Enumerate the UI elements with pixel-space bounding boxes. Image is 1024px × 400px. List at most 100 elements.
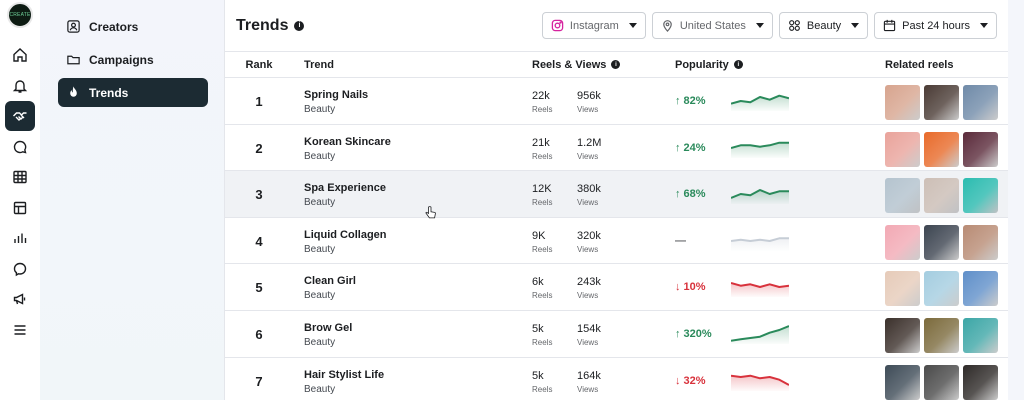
popularity-change: — [675,234,686,247]
sparkline-line [730,237,789,242]
menu-icon[interactable] [5,315,35,345]
related-reel-thumbnail[interactable] [924,85,959,120]
chat-icon[interactable] [5,132,35,162]
panel-header: Trends i Instagram United States Beauty … [225,0,1008,52]
views-label: Views [577,384,599,394]
trend-cell[interactable]: Korean Skincare Beauty [304,136,391,162]
reels-label: Reels [532,337,553,347]
related-reel-thumbnail[interactable] [963,131,998,167]
column-header-reels-views[interactable]: Reels & Views i [532,58,621,71]
sparkline-svg [730,237,789,251]
table-row[interactable]: 7 Hair Stylist Life Beauty 5k Reels 164k… [225,358,1008,400]
related-reel-thumbnail[interactable] [924,271,959,307]
views-label: Views [577,291,599,301]
table-row[interactable]: 3 Spa Experience Beauty 12K Reels 380k V… [225,171,1008,219]
trend-cell[interactable]: Brow Gel Beauty [304,322,352,348]
trend-name[interactable]: Spa Experience [304,182,386,195]
trend-cell[interactable]: Spa Experience Beauty [304,182,436,219]
category-filter[interactable]: Beauty [778,12,869,39]
subnav-item-creators[interactable]: Creators [58,12,208,41]
handshake-icon[interactable] [5,101,35,131]
related-reel-thumbnail[interactable] [885,131,920,167]
views-cell: 320k Views [577,230,601,254]
filter-bar: Instagram United States Beauty Past 24 h… [541,12,1008,39]
related-reel-thumbnail[interactable] [924,364,959,400]
account-logo[interactable]: CREATE [7,2,33,28]
column-header-rank[interactable]: Rank [245,58,273,71]
info-icon[interactable]: i [294,20,305,31]
trend-cell[interactable]: Liquid Collagen Beauty [304,229,387,255]
related-reel-thumbnail[interactable] [963,364,998,400]
related-reel-thumbnail[interactable] [963,85,998,120]
hand-cursor-icon [425,206,436,224]
trend-name[interactable]: Liquid Collagen [304,228,387,241]
popularity-sparkline [730,89,790,116]
views-label: Views [577,151,599,161]
trend-name[interactable]: Spring Nails [304,89,369,101]
column-header-label: Reels & Views [532,58,607,71]
related-reel-thumbnail[interactable] [963,178,998,214]
views-count: 243k [577,276,601,289]
icon-rail: CREATE [0,0,40,400]
trend-category: Beauty [304,383,336,395]
secondary-nav: Creators Campaigns Trends [40,0,224,400]
subnav-item-campaigns[interactable]: Campaigns [58,45,208,74]
related-reel-thumbnail[interactable] [885,85,920,120]
bell-icon[interactable] [5,71,35,101]
trend-name[interactable]: Hair Stylist Life [304,368,385,381]
sparkline-svg [730,94,790,111]
location-filter[interactable]: United States [651,12,773,39]
reels-cell: 5k Reels [532,370,552,394]
bar-chart-icon[interactable] [5,223,35,253]
messenger-icon[interactable] [5,254,35,284]
column-header-trend[interactable]: Trend [304,58,334,71]
table-row[interactable]: 5 Clean Girl Beauty 6k Reels 243k Views … [225,264,1008,311]
related-reel-thumbnail[interactable] [924,131,959,167]
sparkline-svg [730,141,789,158]
location-icon [663,20,672,32]
table-icon[interactable] [5,162,35,192]
reels-label: Reels [532,291,553,301]
trend-name[interactable]: Brow Gel [304,321,353,334]
subnav-item-trends[interactable]: Trends [58,78,208,107]
time-range-filter[interactable]: Past 24 hours [874,12,997,39]
related-reels [885,224,998,260]
platform-filter[interactable]: Instagram [541,12,646,39]
related-reel-thumbnail[interactable] [963,317,998,353]
reels-label: Reels [532,384,553,394]
column-header-popularity[interactable]: Popularity i [675,59,743,71]
megaphone-icon[interactable] [5,284,35,314]
reels-cell: 6k Reels [532,276,552,300]
trend-cell[interactable]: Spring Nails Beauty [304,89,368,115]
related-reel-thumbnail[interactable] [885,271,920,307]
home-icon[interactable] [5,40,35,70]
table-row[interactable]: 6 Brow Gel Beauty 5k Reels 154k Views ↑ … [225,311,1008,358]
views-label: Views [577,105,599,114]
related-reel-thumbnail[interactable] [885,224,920,260]
info-icon[interactable]: i [733,60,743,70]
views-label: Views [577,198,599,208]
calendar-icon [883,19,896,32]
trend-category: Beauty [304,104,336,115]
sparkline-svg [730,325,790,344]
related-reel-thumbnail[interactable] [924,317,959,353]
sparkline-svg [730,282,790,298]
related-reel-thumbnail[interactable] [924,178,959,214]
related-reel-thumbnail[interactable] [924,224,959,260]
trend-name[interactable]: Korean Skincare [304,135,391,148]
related-reel-thumbnail[interactable] [885,317,920,353]
table-header: Rank Trend Reels & Views i Popularity i Re… [225,52,1008,78]
trend-cell[interactable]: Clean Girl Beauty [304,275,356,301]
table-row[interactable]: 4 Liquid Collagen Beauty 9K Reels 320k V… [225,218,1008,265]
related-reel-thumbnail[interactable] [885,364,920,400]
related-reel-thumbnail[interactable] [963,224,998,260]
table-row[interactable]: 1 Spring Nails Beauty 22k Reels 956k Vie… [225,78,1008,125]
info-icon[interactable]: i [611,60,621,70]
related-reel-thumbnail[interactable] [963,271,998,307]
trend-name[interactable]: Clean Girl [304,275,356,288]
pages-icon[interactable] [5,193,35,223]
table-row[interactable]: 2 Korean Skincare Beauty 21k Reels 1.2M … [225,125,1008,172]
category-filter-label: Beauty [806,19,842,32]
related-reel-thumbnail[interactable] [885,178,920,214]
trend-cell[interactable]: Hair Stylist Life Beauty [304,369,384,395]
